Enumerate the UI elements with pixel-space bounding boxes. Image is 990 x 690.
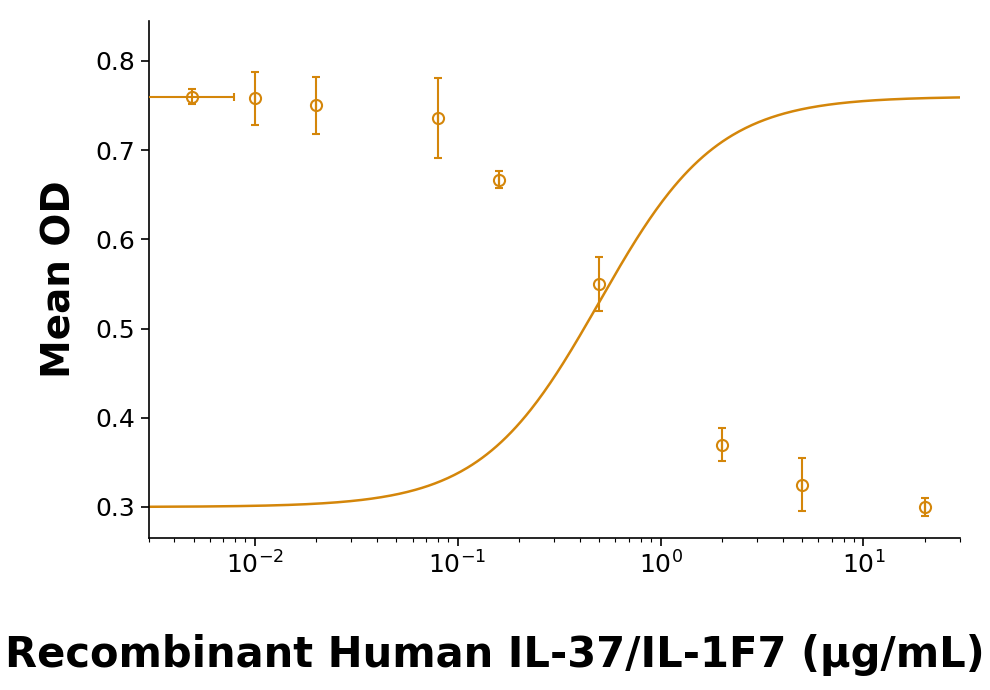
Text: Recombinant Human IL-37/IL-1F7 (μg/mL): Recombinant Human IL-37/IL-1F7 (μg/mL) [5,634,985,676]
Y-axis label: Mean OD: Mean OD [41,181,79,378]
